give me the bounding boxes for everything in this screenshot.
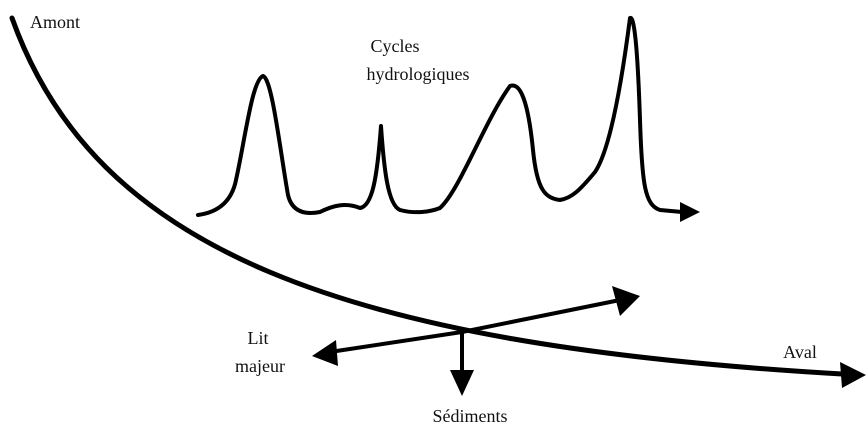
arrowhead (450, 370, 474, 396)
arrowhead (680, 202, 700, 222)
arrowhead (840, 362, 866, 388)
lateral-arrow (460, 298, 622, 334)
river-profile (9, 15, 845, 377)
lateral-arrow (328, 330, 464, 354)
label: Amont (30, 12, 80, 32)
label: Sédiments (433, 406, 508, 426)
arrowhead (612, 286, 640, 316)
label: Lit (248, 328, 269, 348)
hydrograph (196, 15, 684, 217)
label: majeur (235, 356, 285, 376)
arrowhead (312, 340, 338, 366)
label: hydrologiques (367, 64, 470, 84)
label: Cycles (371, 36, 420, 56)
label: Aval (783, 342, 817, 362)
